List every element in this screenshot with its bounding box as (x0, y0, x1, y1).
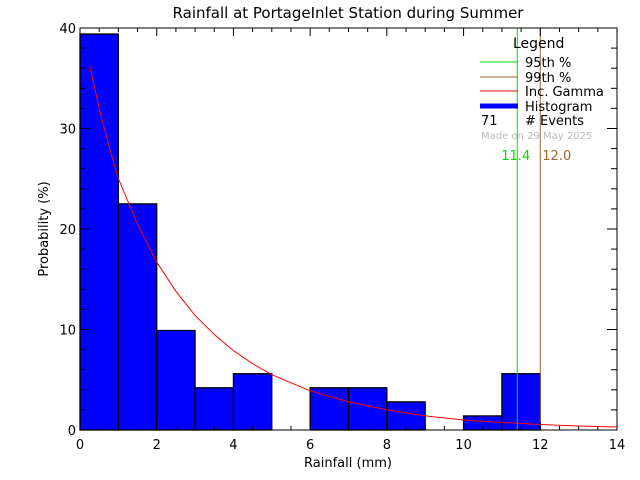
histogram-bar-6 (309, 387, 350, 431)
chart-title: Rainfall at PortageInlet Station during … (173, 4, 525, 22)
legend-title: Legend (513, 36, 564, 52)
y-axis-label: Probability (%) (37, 181, 52, 276)
x-tick-label: 10 (455, 438, 472, 453)
x-tick-label: 8 (383, 438, 391, 453)
x-axis-label: Rainfall (mm) (304, 456, 392, 471)
y-tick-label: 0 (68, 424, 76, 439)
x-tick-label: 2 (153, 438, 161, 453)
y-tick-label: 30 (59, 123, 76, 138)
gamma-curve (89, 65, 618, 428)
made-on-note: Made on 29 May 2025 (481, 131, 592, 142)
percentile-label-p95: 11.4 (501, 149, 530, 164)
x-tick-label: 12 (532, 438, 549, 453)
legend-label-histogram: Histogram (525, 100, 592, 115)
histogram-bar-1 (117, 203, 158, 431)
legend-label-95th: 95th % (525, 56, 571, 71)
y-tick-label: 10 (59, 324, 76, 339)
x-tick-label: 6 (306, 438, 314, 453)
events-count: 71 (481, 114, 498, 129)
legend-label-gamma: Inc. Gamma (525, 85, 604, 100)
y-tick-label: 40 (59, 22, 76, 37)
y-tick-label: 20 (59, 223, 76, 238)
legend: Legend 95th % 99th % Inc. Gamma Histogra… (480, 36, 604, 142)
histogram-bar-8 (386, 401, 426, 431)
histogram-bar-11 (501, 373, 541, 431)
events-label: # Events (525, 114, 584, 129)
percentile-label-p99: 12.0 (542, 149, 571, 164)
legend-label-99th: 99th % (525, 71, 571, 86)
x-tick-label: 14 (609, 438, 626, 453)
histogram-bar-4 (232, 373, 273, 431)
x-tick-label: 4 (229, 438, 237, 453)
x-tick-label: 0 (76, 438, 84, 453)
histogram-bar-3 (194, 387, 235, 431)
histogram-bar-2 (156, 329, 196, 431)
histogram-bar-0 (79, 33, 120, 431)
